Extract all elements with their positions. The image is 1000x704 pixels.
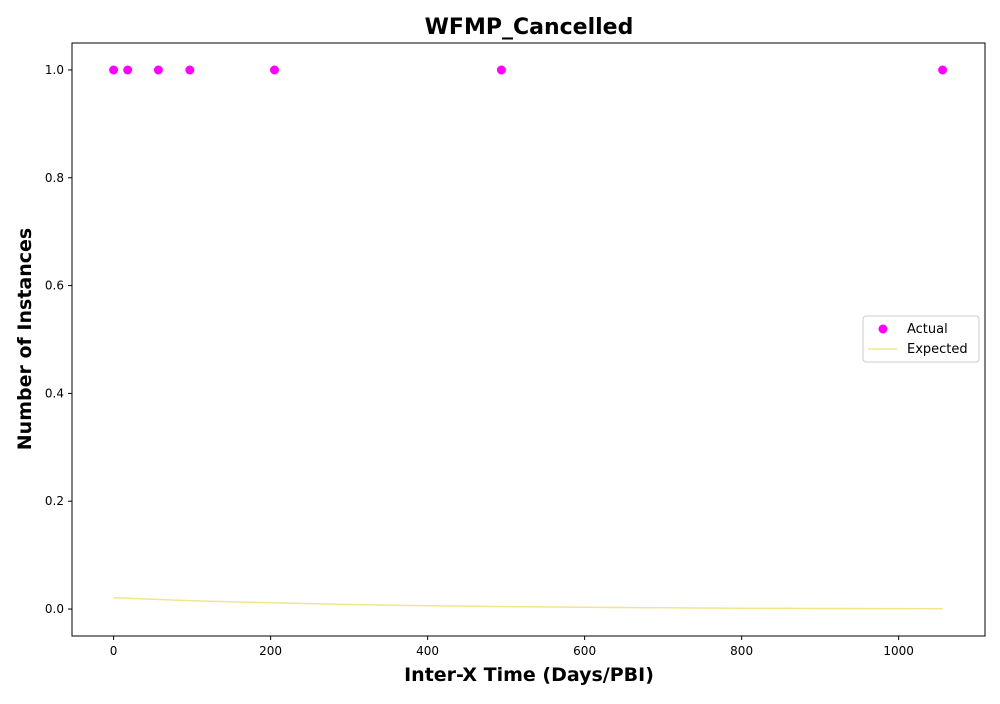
legend-label-actual: Actual [907, 322, 948, 337]
x-tick-label: 600 [573, 644, 596, 658]
plot-area: 0 200 400 600 800 1000 0.0 0.2 0.4 0.6 0.8 1.0 [45, 42, 986, 658]
x-tick-label: 400 [416, 644, 439, 658]
y-tick-label: 0.8 [45, 171, 64, 185]
y-axis-label: Number of Instances [14, 228, 36, 450]
y-tick-label: 1.0 [45, 63, 64, 77]
plot-frame [71, 42, 986, 637]
actual-point [496, 65, 506, 75]
x-axis-label: Inter-X Time (Days/PBI) [404, 664, 654, 686]
x-tick-label: 200 [259, 644, 282, 658]
actual-point [270, 65, 279, 75]
y-tick-label: 0.2 [45, 494, 64, 508]
y-tick-label: 0.6 [45, 279, 64, 293]
actual-point [185, 65, 195, 75]
legend-box [862, 315, 980, 363]
y-tick-label: 0.0 [45, 602, 64, 616]
x-tick-label: 0 [110, 644, 118, 658]
x-tick-label: 1000 [883, 644, 914, 658]
actual-point [109, 65, 119, 75]
legend-marker-actual [878, 324, 888, 334]
actual-point [938, 65, 948, 75]
expected-line [113, 596, 943, 610]
actual-point [123, 65, 133, 75]
y-tick-label: 0.4 [45, 386, 64, 400]
actual-point [153, 65, 163, 75]
legend-label-expected: Expected [907, 342, 968, 357]
x-tick-label: 800 [730, 644, 753, 658]
legend: Actual Expected [862, 315, 980, 363]
chart-title: WFMP_Cancelled [425, 15, 634, 40]
